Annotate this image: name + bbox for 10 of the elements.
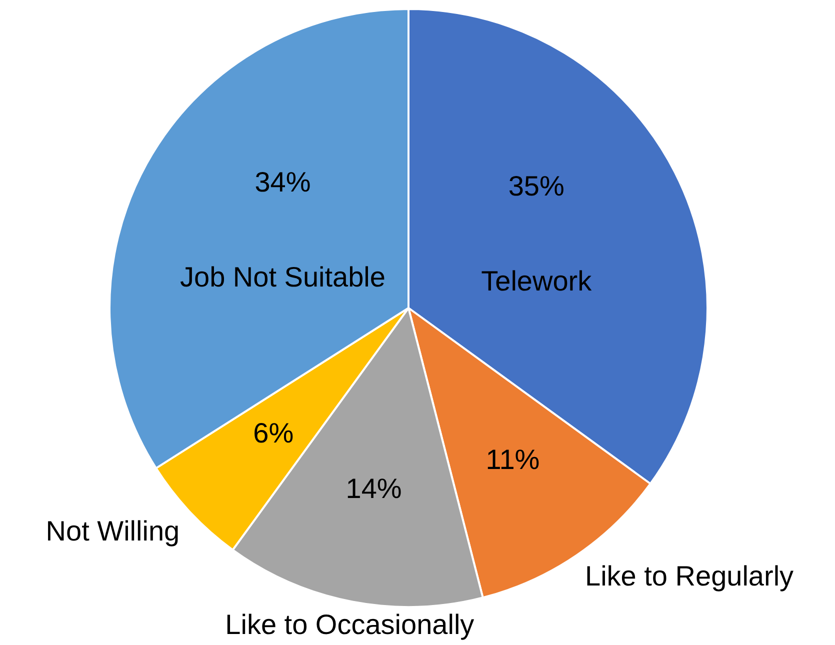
data-label: 11% <box>486 444 540 476</box>
slice-label: Not Willing <box>46 516 180 547</box>
data-label: 35% <box>508 170 564 202</box>
slice-label: Like to Occasionally <box>225 609 474 640</box>
slice-label: Like to Regularly <box>584 560 794 592</box>
slice-label: Job Not Suitable <box>180 262 386 293</box>
slice-label: Telework <box>481 266 593 297</box>
data-label: 6% <box>253 418 294 449</box>
data-label: 14% <box>346 472 402 504</box>
data-label: 34% <box>254 166 311 198</box>
